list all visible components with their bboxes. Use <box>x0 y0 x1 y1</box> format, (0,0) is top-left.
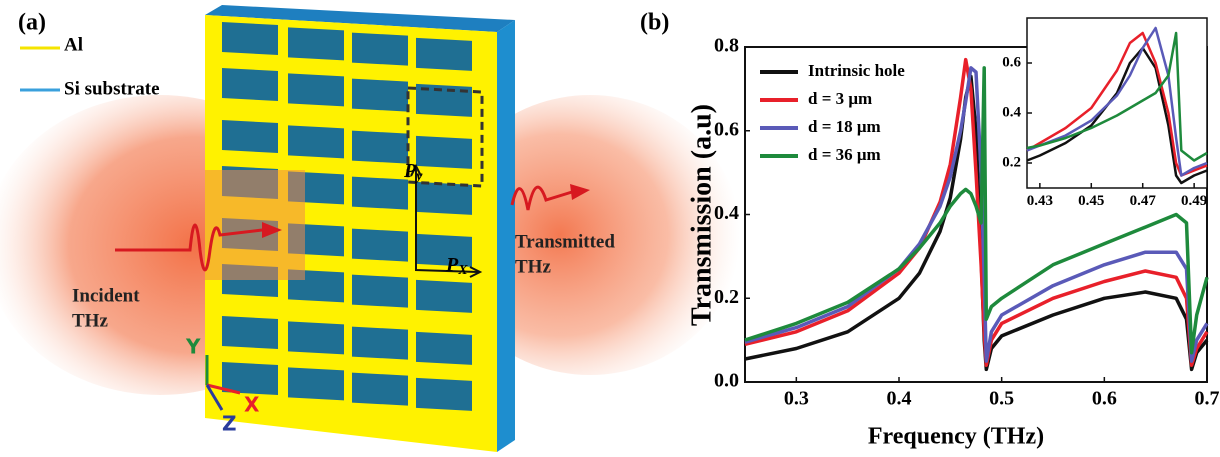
period-symbol: P <box>445 254 459 276</box>
period-symbol: P <box>403 160 417 182</box>
hole <box>222 68 278 101</box>
hole <box>288 73 344 106</box>
hole <box>288 27 344 60</box>
x-tick-label: 0.5 <box>989 388 1014 410</box>
hole <box>288 321 344 354</box>
period-subscript: X <box>457 263 468 278</box>
hole <box>352 229 408 262</box>
hole <box>352 327 408 360</box>
x-tick-label: 0.47 <box>1130 193 1157 209</box>
x-tick-label: 0.7 <box>1195 388 1220 410</box>
axis-letter: X <box>244 393 260 417</box>
hole <box>352 373 408 406</box>
x-tick-label: 0.49 <box>1181 193 1207 209</box>
x-tick-label: 0.43 <box>1027 193 1053 209</box>
x-tick-label: 0.4 <box>887 388 912 410</box>
y-tick-label: 0.6 <box>714 118 739 140</box>
y-tick-label: 0.4 <box>714 202 739 224</box>
hole <box>416 38 472 71</box>
y-tick-label: 0.2 <box>1002 154 1021 170</box>
legend-label: Intrinsic hole <box>808 61 905 80</box>
hole <box>416 378 472 411</box>
legend-label: Si substrate <box>64 78 160 99</box>
incident-label: THz <box>72 310 108 331</box>
y-axis-title: Transmission (a.u) <box>686 104 717 326</box>
panel-label: (a) <box>18 10 46 36</box>
x-tick-label: 0.3 <box>784 388 809 410</box>
period-subscript: y <box>414 169 423 184</box>
panel-label: (b) <box>640 10 669 36</box>
y-tick-label: 0.8 <box>714 35 739 57</box>
hole <box>352 33 408 66</box>
y-tick-label: 0.2 <box>714 286 739 308</box>
hole <box>288 125 344 158</box>
axis-letter: Z <box>222 412 237 436</box>
hole <box>416 332 472 365</box>
legend-label: d = 18 μm <box>808 117 881 136</box>
legend-label: d = 3 μm <box>808 89 872 108</box>
hole <box>352 79 408 112</box>
y-tick-label: 0.4 <box>1002 104 1021 120</box>
y-tick-label: 0.0 <box>714 370 739 392</box>
substrate-side <box>497 20 515 452</box>
legend-label: Al <box>64 34 83 55</box>
hole <box>352 131 408 164</box>
hole <box>288 367 344 400</box>
hole <box>222 120 278 153</box>
hole <box>416 280 472 313</box>
axis-letter: Y <box>185 335 201 359</box>
x-tick-label: 0.45 <box>1078 193 1104 209</box>
schematic: (a) Al Si substrate Incident THz Transmi… <box>0 5 740 452</box>
transmitted-label: THz <box>515 256 551 277</box>
figure: (a) Al Si substrate Incident THz Transmi… <box>0 0 1220 457</box>
hole <box>416 182 472 215</box>
y-tick-label: 0.6 <box>1002 54 1021 70</box>
legend-label: d = 36 μm <box>808 145 881 164</box>
hole <box>416 136 472 169</box>
hole <box>416 234 472 267</box>
hole <box>352 275 408 308</box>
hole <box>352 177 408 210</box>
inset-chart: 0.43 0.45 0.47 0.49 0.2 0.4 0.6 <box>1002 18 1207 209</box>
x-tick-label: 0.6 <box>1092 388 1117 410</box>
incident-label: Incident <box>72 285 140 306</box>
beam-spot <box>205 170 305 280</box>
x-axis-title: Frequency (THz) <box>868 424 1044 450</box>
hole <box>222 316 278 349</box>
transmitted-label: Transmitted <box>515 231 615 252</box>
hole <box>222 22 278 55</box>
